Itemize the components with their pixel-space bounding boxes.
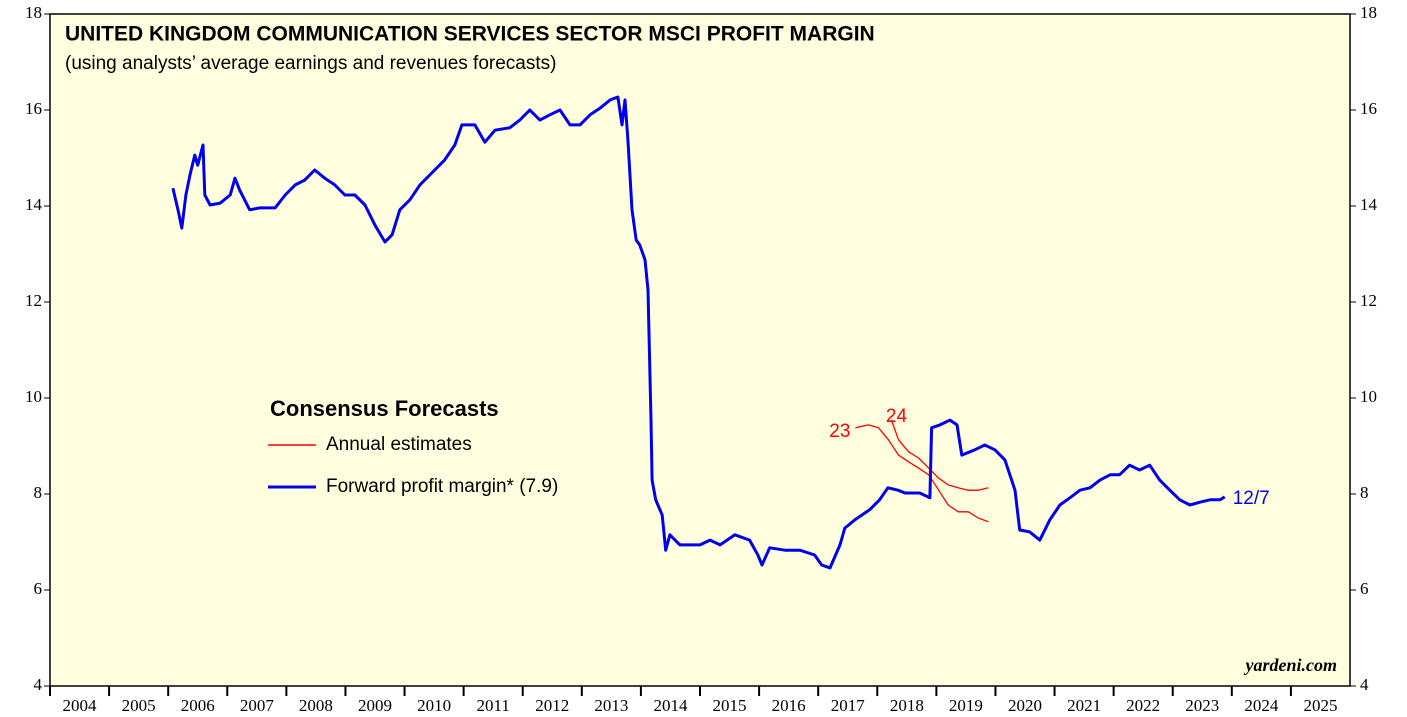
y-tick-label: 12 — [25, 291, 42, 310]
x-tick-label: 2022 — [1126, 696, 1160, 715]
x-tick-label: 2017 — [831, 696, 866, 715]
plot-area — [50, 14, 1350, 686]
x-tick-label: 2016 — [772, 696, 806, 715]
end-label: 12/7 — [1233, 488, 1270, 509]
chart-title: UNITED KINGDOM COMMUNICATION SERVICES SE… — [65, 23, 875, 46]
y-tick-label: 4 — [34, 675, 43, 694]
x-tick-label: 2007 — [240, 696, 275, 715]
x-tick-label: 2014 — [653, 696, 688, 715]
y2-tick-label: 6 — [1360, 579, 1369, 598]
line-label: 23 — [829, 421, 850, 442]
legend-label: Forward profit margin* (7.9) — [326, 476, 558, 497]
line-label: 24 — [886, 406, 908, 427]
y-tick-label: 8 — [34, 483, 43, 502]
x-tick-label: 2021 — [1067, 696, 1101, 715]
x-tick-label: 2015 — [713, 696, 747, 715]
x-tick-label: 2020 — [1008, 696, 1042, 715]
y-tick-label: 18 — [25, 3, 42, 22]
x-tick-label: 2010 — [417, 696, 451, 715]
x-tick-label: 2005 — [122, 696, 156, 715]
x-tick-label: 2013 — [594, 696, 628, 715]
x-tick-label: 2011 — [476, 696, 509, 715]
chart-subtitle: (using analysts’ average earnings and re… — [65, 53, 556, 74]
y2-tick-label: 18 — [1360, 3, 1377, 22]
legend-title: Consensus Forecasts — [270, 396, 499, 421]
y-tick-label: 16 — [25, 99, 42, 118]
x-tick-label: 2004 — [63, 696, 98, 715]
x-tick-label: 2006 — [181, 696, 215, 715]
x-tick-label: 2012 — [535, 696, 569, 715]
y2-tick-label: 12 — [1360, 291, 1377, 310]
y2-tick-label: 8 — [1360, 483, 1369, 502]
x-tick-label: 2009 — [358, 696, 392, 715]
x-tick-label: 2023 — [1185, 696, 1219, 715]
y2-tick-label: 16 — [1360, 99, 1377, 118]
y2-tick-label: 10 — [1360, 387, 1377, 406]
x-tick-label: 2008 — [299, 696, 333, 715]
estimate-line — [855, 424, 989, 523]
y-tick-label: 6 — [34, 579, 43, 598]
y2-tick-label: 14 — [1360, 195, 1378, 214]
legend-label: Annual estimates — [326, 434, 472, 455]
y-tick-label: 10 — [25, 387, 42, 406]
x-tick-label: 2019 — [949, 696, 983, 715]
x-tick-label: 2025 — [1303, 696, 1337, 715]
x-tick-label: 2018 — [890, 696, 924, 715]
x-tick-label: 2024 — [1244, 696, 1279, 715]
plot-frame — [49, 13, 1351, 687]
estimate-line — [890, 419, 989, 491]
source: yardeni.com — [1244, 655, 1338, 675]
y-tick-label: 14 — [25, 195, 43, 214]
series-line — [171, 95, 1226, 570]
y2-tick-label: 4 — [1360, 675, 1369, 694]
